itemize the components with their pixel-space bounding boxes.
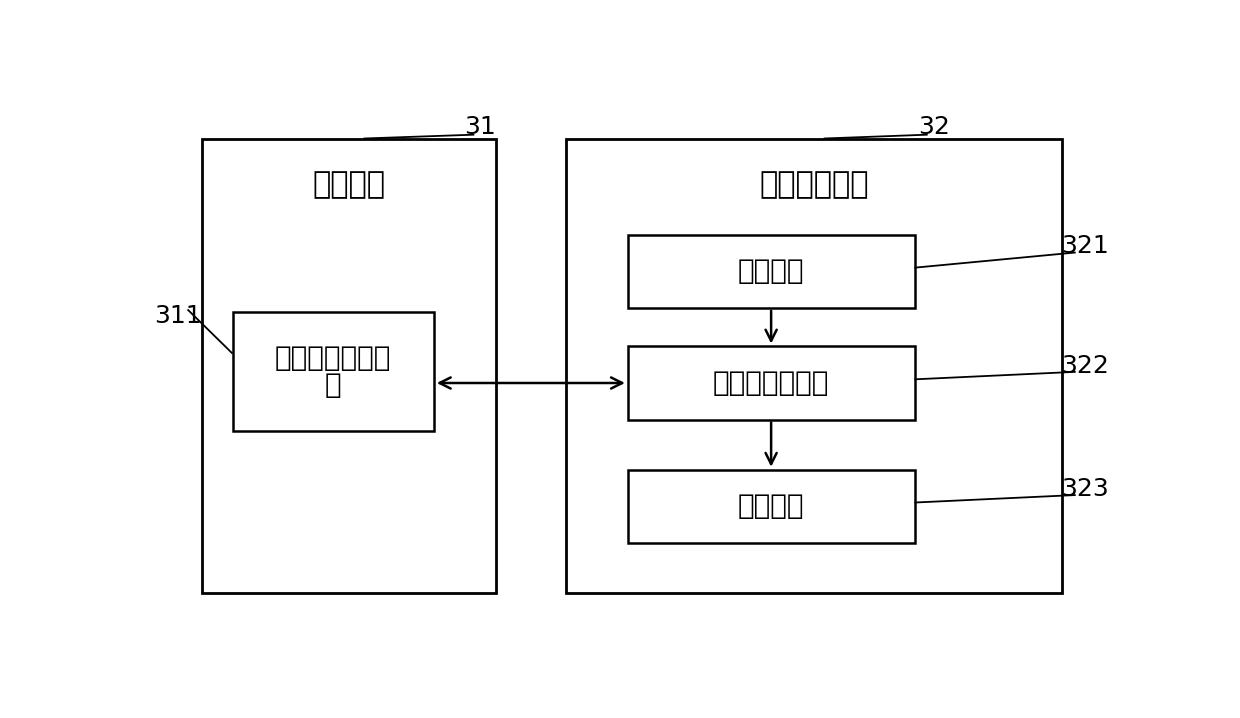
Text: 发送模块: 发送模块 bbox=[738, 493, 805, 521]
Text: 会议控制系统: 会议控制系统 bbox=[759, 170, 868, 199]
Text: 数据码率控制模: 数据码率控制模 bbox=[275, 344, 392, 372]
Text: 311: 311 bbox=[155, 304, 202, 327]
Bar bbox=[627, 235, 915, 308]
Text: 移动终端: 移动终端 bbox=[312, 170, 386, 199]
Text: 31: 31 bbox=[465, 115, 496, 139]
Bar bbox=[627, 470, 915, 543]
Bar bbox=[201, 139, 496, 593]
Text: 数据流控制模块: 数据流控制模块 bbox=[713, 369, 830, 397]
Text: 323: 323 bbox=[1061, 477, 1109, 501]
Text: 32: 32 bbox=[918, 115, 950, 139]
Text: 321: 321 bbox=[1061, 234, 1109, 258]
Bar bbox=[233, 312, 434, 431]
Text: 322: 322 bbox=[1061, 354, 1109, 378]
Bar bbox=[627, 346, 915, 419]
Text: 块: 块 bbox=[325, 371, 341, 399]
Text: 存储模块: 存储模块 bbox=[738, 257, 805, 285]
Bar bbox=[565, 139, 1061, 593]
